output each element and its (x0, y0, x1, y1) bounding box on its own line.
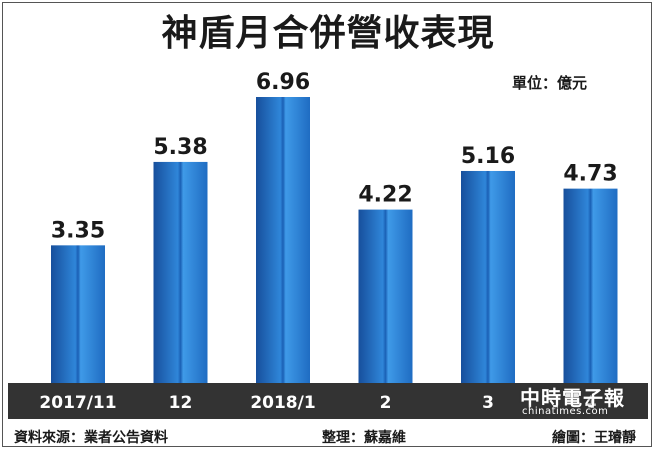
bar-5 (563, 188, 618, 383)
x-axis-band (8, 383, 648, 419)
category-label-3: 2 (380, 393, 392, 413)
value-label-1: 5.38 (153, 135, 207, 160)
artist-credit: 繪圖：王璿靜 (552, 430, 636, 446)
watermark-brand: 中時電子報 (520, 386, 625, 410)
category-label-0: 2017/11 (39, 393, 116, 413)
bar-3 (358, 209, 413, 383)
bar-2 (256, 97, 310, 383)
value-label-5: 4.73 (563, 162, 617, 187)
watermark-url: chinatimes.com (522, 406, 609, 417)
chinatimes-watermark: 中時電子報 chinatimes.com (520, 382, 628, 418)
chart-title: 神盾月合併營收表現 (161, 13, 495, 54)
value-label-2: 6.96 (256, 70, 310, 95)
unit-label: 單位：億元 (512, 74, 588, 92)
category-label-4: 3 (482, 393, 494, 413)
value-label-0: 3.35 (51, 218, 105, 243)
bar-0 (51, 245, 105, 383)
chart-frame (2, 2, 652, 447)
value-label-4: 5.16 (461, 144, 515, 169)
footer: 資料來源：業者公告資料 整理：蘇嘉維 繪圖：王璿靜 (0, 424, 656, 446)
editor-credit: 整理：蘇嘉維 (322, 430, 406, 446)
value-label-3: 4.22 (358, 183, 412, 208)
category-label-5: 4 (585, 393, 597, 413)
bar-1 (153, 161, 208, 383)
bar-4 (461, 170, 515, 383)
source-credit: 資料來源：業者公告資料 (14, 430, 168, 446)
category-label-2: 2018/1 (250, 393, 315, 413)
category-label-1: 12 (169, 393, 193, 413)
